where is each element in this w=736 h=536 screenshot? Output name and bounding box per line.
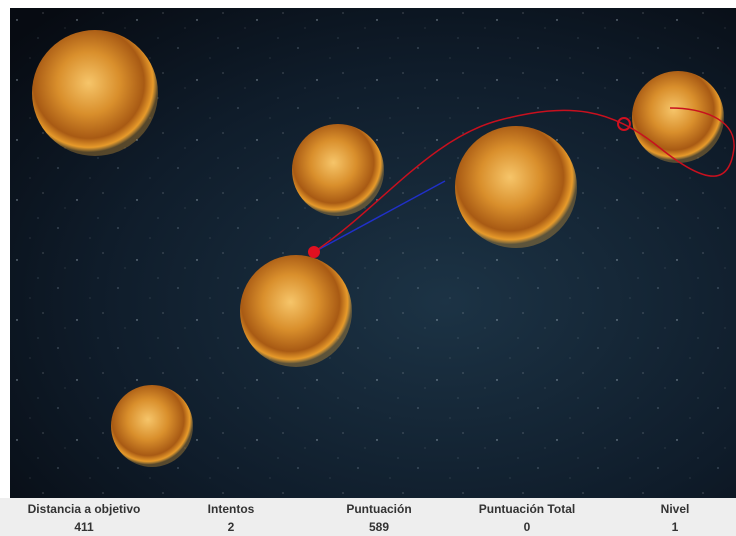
planet — [111, 385, 193, 467]
status-value: 411 — [74, 520, 94, 534]
planet — [632, 71, 724, 163]
status-label: Distancia a objetivo — [27, 502, 141, 516]
status-label: Nivel — [660, 502, 690, 516]
planet — [240, 255, 352, 367]
planet — [455, 126, 577, 248]
status-label: Puntuación — [346, 502, 412, 516]
status-value: 589 — [368, 520, 390, 534]
status-value: 0 — [523, 520, 531, 534]
aim-line — [313, 180, 446, 253]
status-label: Puntuación Total — [478, 502, 576, 516]
planet — [32, 30, 158, 156]
game-canvas — [10, 8, 736, 498]
status-bar: Distancia a objetivo 411 Intentos 2 Puntuaci… — [0, 498, 736, 536]
planet — [292, 124, 384, 216]
status-label: Intentos — [207, 502, 255, 516]
ship — [308, 246, 320, 258]
trajectory — [313, 107, 735, 253]
status-value: 1 — [671, 520, 679, 534]
target — [617, 117, 631, 131]
status-value: 2 — [227, 520, 235, 534]
